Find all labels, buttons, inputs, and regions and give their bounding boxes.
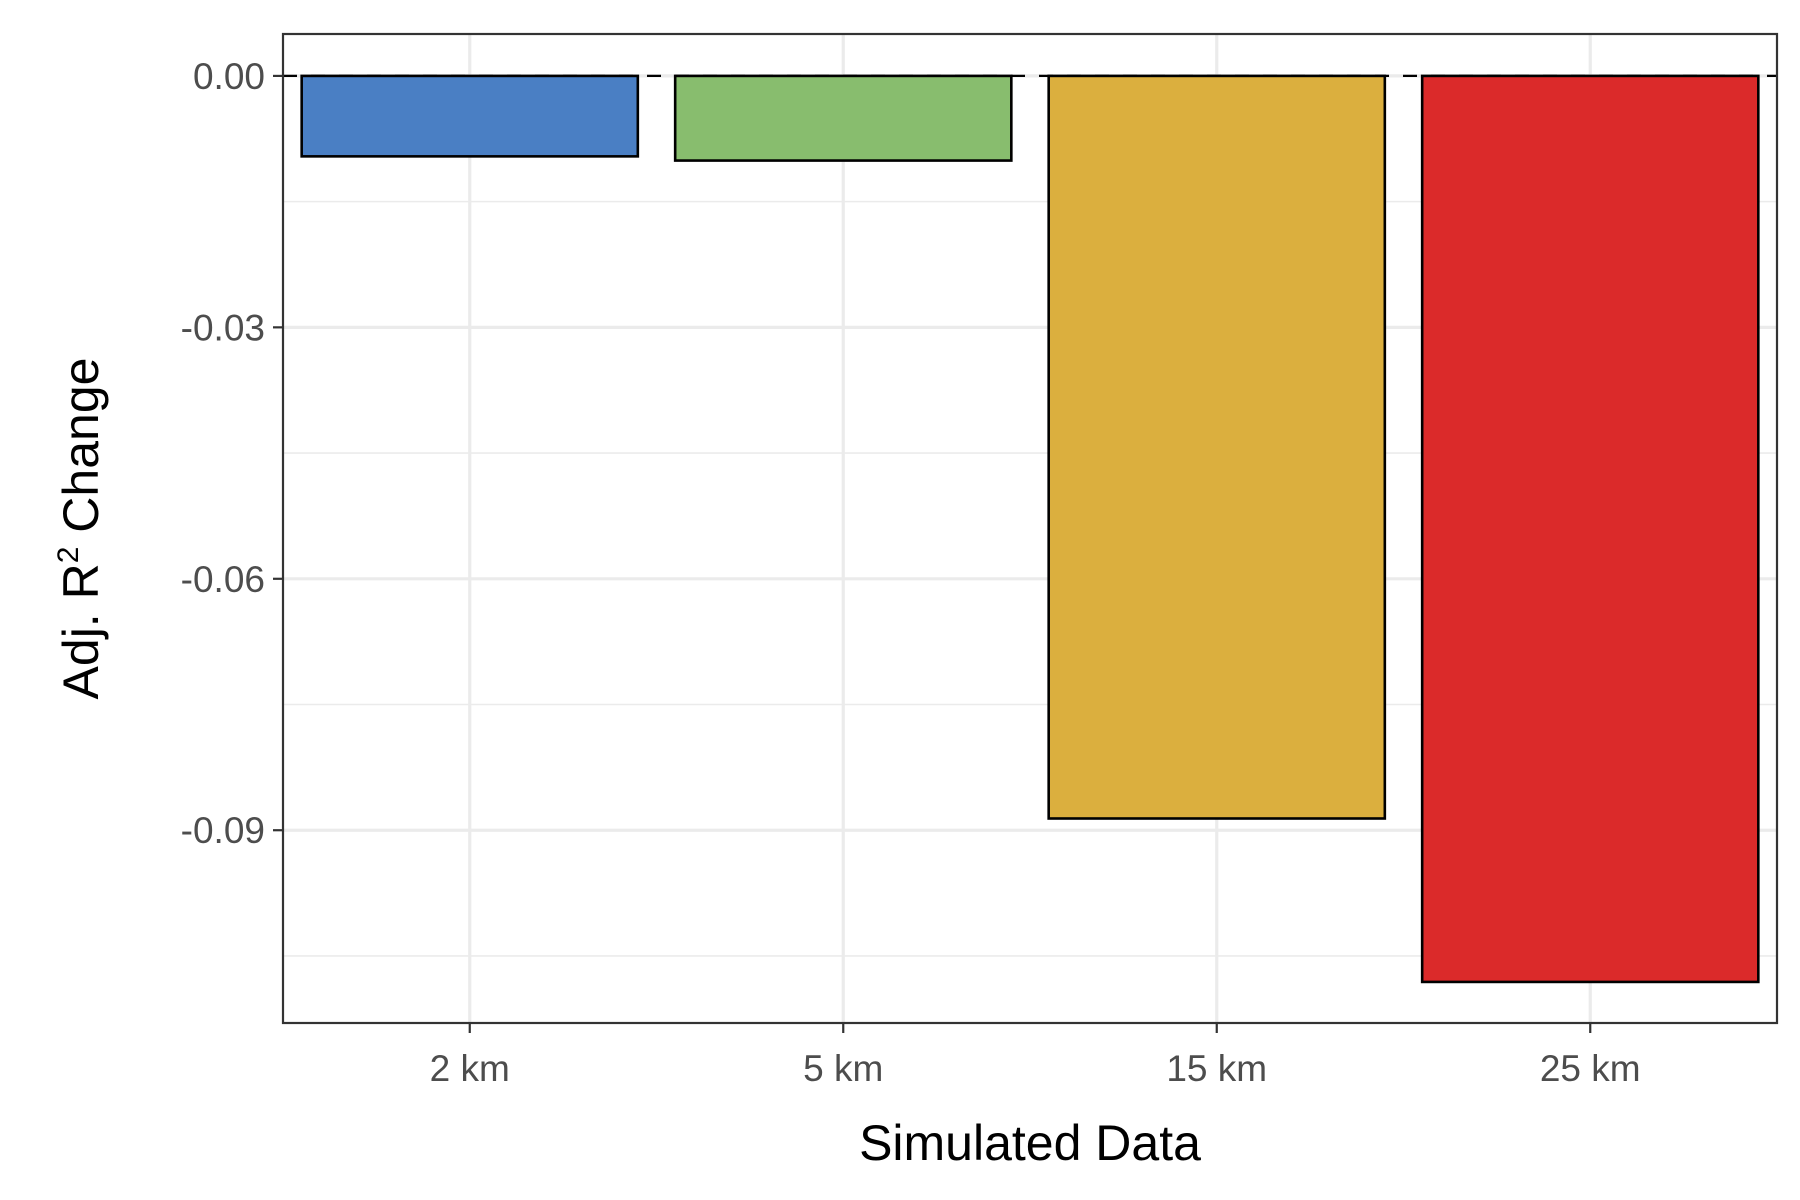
- x-tick-label: 5 km: [803, 1048, 883, 1089]
- x-axis-ticks: 2 km 5 km 15 km 25 km: [430, 1023, 1641, 1089]
- x-axis-title: Simulated Data: [859, 1115, 1201, 1171]
- bar-15-km: [1047, 74, 1387, 820]
- bar-25-km: [1420, 74, 1760, 984]
- bar-2-km: [300, 74, 640, 158]
- y-axis-title: Adj. R2 Change: [52, 358, 109, 700]
- y-tick-label: -0.06: [181, 559, 265, 600]
- y-tick-label: 0.00: [193, 56, 265, 97]
- x-tick-label: 15 km: [1166, 1048, 1267, 1089]
- y-axis-ticks: 0.00 -0.03 -0.06 -0.09: [181, 56, 283, 851]
- y-axis-title-superscript: 2: [52, 547, 85, 564]
- y-tick-label: -0.03: [181, 307, 265, 348]
- y-axis-title-suffix: Change: [53, 358, 109, 547]
- bars: [300, 74, 1760, 984]
- y-tick-label: -0.09: [181, 810, 265, 851]
- x-tick-label: 2 km: [430, 1048, 510, 1089]
- y-axis-title-prefix: Adj. R: [53, 563, 109, 699]
- bar-5-km: [673, 74, 1013, 162]
- x-tick-label: 25 km: [1540, 1048, 1641, 1089]
- panel-border: [281, 32, 1779, 1025]
